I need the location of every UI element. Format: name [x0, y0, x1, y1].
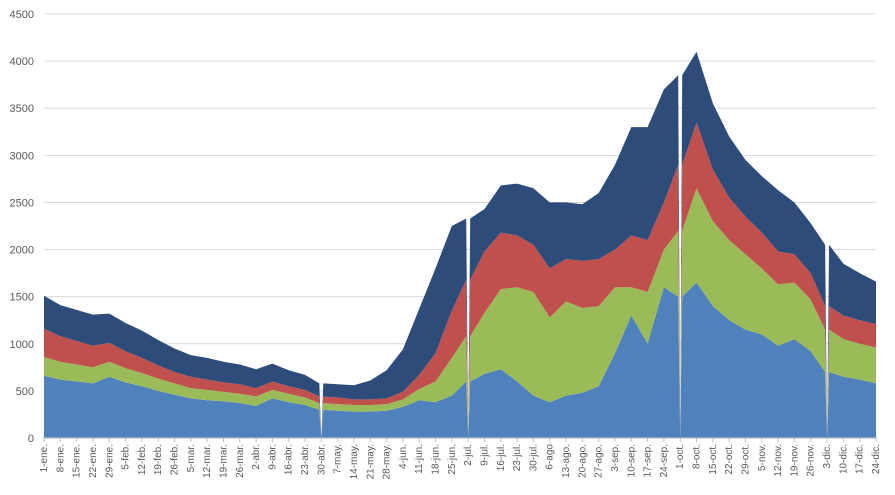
y-tick-label-5: 2500	[10, 197, 34, 209]
y-tick-label-0: 0	[28, 433, 34, 445]
y-tick-label-7: 3500	[10, 103, 34, 115]
y-tick-label-9: 4500	[10, 9, 34, 21]
x-tick-label-21: 28-may.	[382, 444, 393, 479]
x-tick-label-9: 5-mar.	[186, 444, 197, 472]
x-tick-label-41: 15-oct.	[708, 444, 719, 475]
x-tick-label-37: 17-sep.	[643, 444, 654, 477]
x-tick-label-47: 26-nov.	[806, 444, 817, 477]
y-tick-label-2: 1000	[10, 339, 34, 351]
area-series-3	[44, 122, 876, 439]
x-tick-label-8: 26-feb.	[170, 444, 181, 475]
x-tick-label-26: 2-jul.	[463, 444, 474, 466]
x-tick-label-23: 11-jun.	[414, 444, 425, 474]
y-tick-label-3: 1500	[10, 292, 34, 304]
x-tick-label-2: 15-ene.	[72, 444, 83, 478]
x-tick-label-5: 5-feb.	[121, 444, 132, 470]
x-tick-label-46: 19-nov.	[789, 444, 800, 477]
x-tick-label-15: 16-abr.	[284, 444, 295, 475]
x-tick-label-36: 10-sep.	[626, 444, 637, 477]
x-tick-label-19: 14-may.	[349, 444, 360, 479]
x-tick-label-43: 29-oct.	[740, 444, 751, 475]
x-tick-label-6: 12-feb.	[137, 444, 148, 475]
x-tick-label-45: 12-nov.	[773, 444, 784, 477]
x-tick-label-33: 20-ago.	[577, 444, 588, 478]
y-tick-label-6: 3000	[10, 150, 34, 162]
area-series-2	[44, 188, 876, 438]
x-tick-label-39: 1-oct.	[675, 444, 686, 469]
area-series-1	[44, 282, 876, 438]
x-tick-label-44: 5-nov.	[757, 444, 768, 471]
x-tick-label-14: 9-abr.	[267, 444, 278, 470]
x-tick-label-38: 24-sep.	[659, 444, 670, 477]
x-tick-label-40: 8-oct.	[692, 444, 703, 469]
x-tick-label-13: 2-abr.	[251, 444, 262, 470]
x-tick-label-24: 18-jun.	[431, 444, 442, 475]
x-tick-label-18: 7-may.	[333, 444, 344, 474]
x-tick-label-11: 19-mar.	[218, 444, 229, 478]
x-tick-label-20: 21-may.	[365, 444, 376, 479]
x-tick-label-10: 12-mar.	[202, 444, 213, 478]
x-tick-label-42: 22-oct.	[724, 444, 735, 475]
x-tick-label-30: 30-jul.	[528, 444, 539, 471]
x-tick-label-29: 23-jul.	[512, 444, 523, 471]
x-tick-label-27: 9-jul.	[479, 444, 490, 466]
x-tick-label-34: 27-ago.	[594, 444, 605, 478]
x-tick-label-35: 3-sep.	[610, 444, 621, 472]
x-tick-label-51: 24-dic.	[871, 444, 882, 474]
x-tick-label-17: 30-abr.	[316, 444, 327, 475]
x-tick-label-3: 22-ene.	[88, 444, 99, 478]
x-tick-label-0: 1-ene.	[39, 444, 50, 472]
area-series-4	[44, 51, 876, 438]
x-tick-label-7: 19-feb.	[153, 444, 164, 475]
x-tick-label-25: 25-jun.	[447, 444, 458, 475]
x-tick-label-48: 3-dic.	[822, 444, 833, 468]
x-tick-label-1: 8-ene.	[55, 444, 66, 472]
x-tick-label-50: 17-dic.	[855, 444, 866, 474]
x-tick-label-28: 16-jul.	[496, 444, 507, 471]
x-tick-label-12: 26-mar.	[235, 444, 246, 478]
x-tick-label-49: 10-dic.	[838, 444, 849, 474]
x-tick-label-4: 29-ene.	[104, 444, 115, 478]
y-tick-label-1: 500	[16, 386, 34, 398]
x-tick-label-32: 13-ago.	[561, 444, 572, 478]
y-tick-label-8: 4000	[10, 56, 34, 68]
x-tick-label-22: 4-jun.	[398, 444, 409, 469]
y-tick-label-4: 2000	[10, 245, 34, 257]
x-tick-label-31: 6-ago	[545, 444, 556, 470]
x-tick-label-16: 23-abr.	[300, 444, 311, 475]
